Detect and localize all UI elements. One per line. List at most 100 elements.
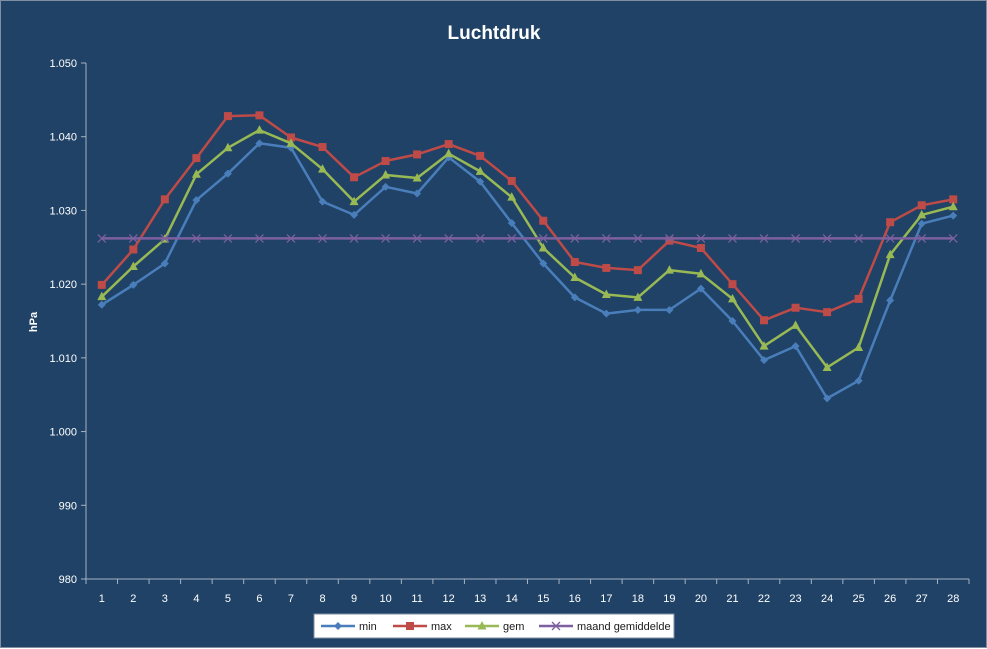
data-point — [476, 151, 485, 160]
data-point — [854, 233, 864, 243]
x-tick-label: 4 — [193, 593, 199, 605]
data-point — [823, 308, 832, 317]
data-point — [223, 142, 233, 152]
x-tick-label: 9 — [351, 593, 357, 605]
data-point — [791, 303, 800, 312]
x-tick-label: 3 — [162, 593, 168, 605]
data-point — [570, 272, 580, 282]
data-point — [507, 218, 516, 227]
data-point — [97, 280, 106, 289]
x-tick-label: 20 — [695, 593, 707, 605]
data-point — [760, 356, 769, 365]
data-point — [886, 296, 895, 305]
data-point — [381, 182, 390, 191]
legend-label: gem — [503, 621, 524, 633]
data-point — [444, 233, 454, 243]
data-point — [444, 140, 453, 149]
x-tick-label: 5 — [225, 593, 231, 605]
series-max — [97, 111, 958, 325]
data-point — [917, 233, 927, 243]
data-point — [318, 233, 327, 243]
data-point — [570, 293, 579, 302]
data-point — [444, 148, 454, 158]
legend-label: maand gemiddelde — [577, 621, 671, 633]
data-point — [286, 138, 296, 147]
x-tick-label: 16 — [569, 593, 581, 605]
data-point — [255, 139, 264, 148]
data-point — [601, 289, 611, 298]
data-point — [507, 192, 517, 201]
data-point — [791, 320, 801, 329]
data-point — [412, 172, 422, 182]
data-point — [350, 210, 359, 219]
data-point — [633, 305, 642, 314]
data-point — [602, 309, 611, 318]
data-point — [349, 196, 359, 206]
data-point — [665, 236, 674, 245]
data-point — [539, 216, 548, 225]
x-tick-label: 11 — [411, 593, 422, 605]
legend-marker — [477, 621, 487, 630]
y-tick-label: 1.050 — [49, 58, 77, 70]
data-point — [318, 197, 327, 206]
x-tick-label: 18 — [632, 593, 644, 605]
legend-label: min — [359, 621, 377, 633]
x-tick-label: 8 — [319, 593, 325, 605]
data-point — [822, 362, 832, 371]
data-point — [602, 263, 611, 272]
data-point — [949, 195, 958, 204]
data-point — [791, 342, 800, 351]
series-layer — [97, 111, 958, 403]
data-point — [128, 261, 138, 270]
data-point — [917, 209, 927, 219]
y-tick-label: 990 — [59, 500, 77, 512]
data-point — [381, 157, 390, 166]
data-point — [318, 164, 328, 173]
data-point — [633, 292, 643, 301]
x-tick-label: 17 — [600, 593, 612, 605]
x-tick-label: 19 — [663, 593, 675, 605]
data-point — [286, 233, 296, 243]
legend: min max gem maand gemiddelde — [313, 613, 675, 639]
data-point — [760, 316, 769, 325]
legend-marker — [334, 622, 342, 630]
data-point — [948, 201, 958, 211]
legend-entry: min — [321, 621, 377, 633]
data-point — [97, 300, 106, 309]
data-point — [97, 291, 107, 301]
data-point — [570, 233, 580, 243]
data-point — [696, 284, 705, 293]
series-line — [100, 128, 954, 369]
data-point — [129, 280, 138, 289]
x-tick-label: 13 — [474, 593, 486, 605]
data-point — [507, 176, 516, 185]
data-point — [97, 233, 107, 243]
series-min — [97, 139, 958, 403]
x-tick-label: 12 — [443, 593, 455, 605]
x-tick-label: 1 — [99, 593, 105, 605]
data-point — [476, 177, 485, 186]
data-point — [507, 233, 517, 243]
data-point — [475, 166, 485, 175]
data-point — [129, 245, 138, 254]
data-point — [664, 233, 674, 243]
data-point — [286, 133, 295, 142]
data-point — [223, 169, 232, 178]
data-point — [160, 195, 169, 204]
data-point — [128, 233, 138, 243]
data-point — [822, 233, 832, 243]
data-point — [191, 169, 201, 178]
data-point — [728, 233, 737, 243]
data-point — [601, 233, 611, 243]
data-point — [538, 233, 548, 243]
data-point — [570, 258, 579, 267]
y-tick-label: 1.010 — [49, 353, 77, 365]
y-tick-label: 1.020 — [49, 279, 77, 291]
data-point — [949, 211, 958, 220]
x-tick-label: 2 — [130, 593, 136, 605]
data-point — [727, 293, 737, 303]
y-tick-label: 1.000 — [49, 427, 77, 439]
x-tick-label: 24 — [821, 593, 833, 605]
